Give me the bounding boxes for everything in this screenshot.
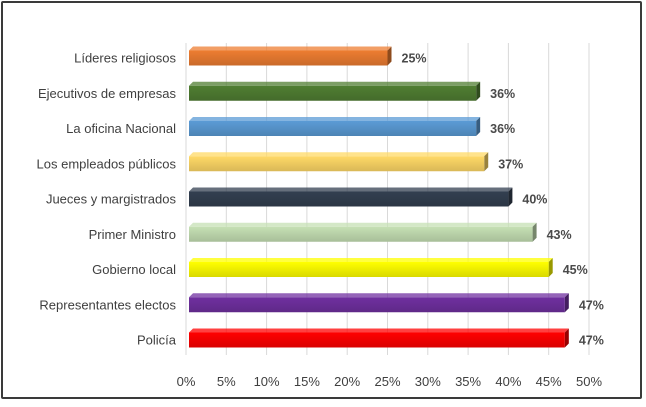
bar-end-face [508,187,513,207]
bar-end-face [548,258,553,277]
category-label: Líderes religiosos [74,51,176,66]
bar-top-face [189,81,481,86]
chart-frame: Líderes religiosos Ejecutivos de empresas… [1,1,642,399]
bar-chart: Líderes religiosos Ejecutivos de empresas… [37,43,604,389]
bar [189,156,485,172]
value-label: 36% [490,87,515,101]
bar [189,50,388,66]
x-tick-label: 35% [455,374,481,389]
bar-end-face [387,46,392,66]
value-label: 40% [522,193,547,207]
value-label: 47% [579,334,604,348]
bar-end-face [484,152,489,172]
bar [189,332,565,348]
bar-top-face [189,293,569,298]
bar-top-face [189,222,537,227]
category-label: Jueces y margistrados [46,192,177,207]
bar-top-face [189,258,553,262]
bar [189,262,549,277]
bar [189,297,565,313]
category-label: Policía [137,333,177,348]
x-tick-label: 40% [495,374,521,389]
bar [189,191,509,207]
category-label: Ejecutivos de empresas [38,86,177,101]
value-label: 45% [563,263,588,277]
category-label: Representantes electos [39,297,176,312]
value-label: 37% [498,157,523,171]
bar [189,226,533,242]
bar-end-face [564,328,569,348]
category-label: Gobierno local [92,262,176,277]
category-label: La oficina Nacional [66,121,176,136]
bar [189,121,477,136]
bar-end-face [476,81,481,101]
x-tick-label: 5% [217,374,236,389]
category-label: Primer Ministro [89,227,176,242]
bar [189,85,477,101]
value-label: 36% [490,122,515,136]
bar-top-face [189,328,569,333]
x-axis-ticks: 0% 5% 10% 15% 20% 25% 30% 35% 40% 45% 50% [177,374,603,389]
x-tick-label: 30% [415,374,441,389]
bars [189,46,569,348]
x-tick-label: 25% [374,374,400,389]
x-tick-label: 10% [254,374,280,389]
value-label: 25% [402,52,427,66]
x-tick-label: 45% [536,374,562,389]
value-label: 43% [547,228,572,242]
bar-end-face [532,222,537,242]
x-tick-label: 15% [294,374,320,389]
bar-top-face [189,46,392,51]
bar-top-face [189,152,489,157]
bar-top-face [189,117,481,121]
x-tick-label: 50% [576,374,602,389]
x-tick-label: 20% [334,374,360,389]
category-label: Los empleados públicos [37,156,177,171]
value-label: 47% [579,298,604,312]
bar-end-face [564,293,569,313]
category-labels: Líderes religiosos Ejecutivos de empresas… [37,51,177,348]
bar-end-face [476,117,481,136]
value-labels: 25% 36% 36% 37% 40% 43% 45% 47% 47% [402,52,604,348]
bar-top-face [189,187,513,192]
x-tick-label: 0% [177,374,196,389]
